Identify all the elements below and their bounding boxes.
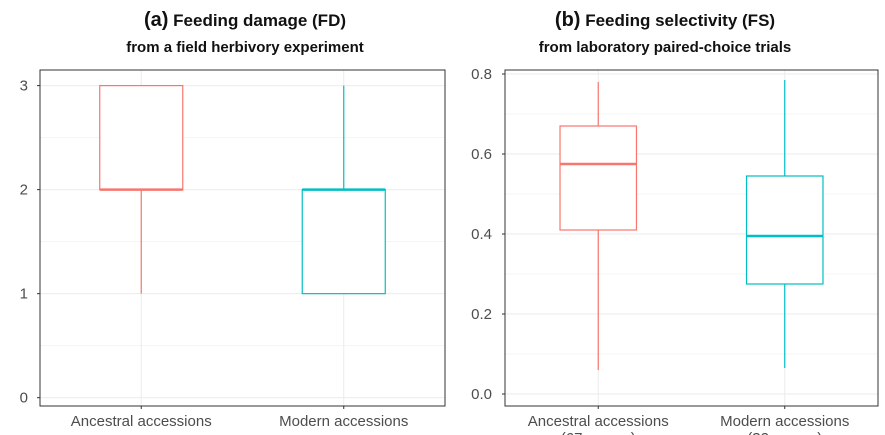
panel-b-title: (b) Feeding selectivity (FS) [450,10,880,31]
panel-border [39,69,446,407]
box-iqr [559,125,638,231]
y-tick-label: 0.0 [471,386,492,403]
y-tick-label: 2 [20,182,28,199]
panel-a-title: (a) Feeding damage (FD) [40,10,450,31]
x-category-label: Ancestral accessions [528,413,669,430]
y-tick-label: 0 [20,390,28,407]
x-category-label: Modern accessions [279,413,408,430]
panel-a-subtitle: from a field herbivory experiment [126,39,364,56]
box-iqr [99,85,184,191]
panel-b-subtitle: from laboratory paired-choice trials [538,39,792,56]
panel-border [504,69,879,407]
box-iqr [745,175,824,285]
y-tick-label: 1 [20,286,28,303]
panel-a-title-text: Feeding damage (FD) [173,11,347,30]
y-tick-label: 3 [20,78,28,95]
panel-b-title-text: Feeding selectivity (FS) [585,11,776,30]
panel-b-letter: (b) [554,9,581,31]
panel-a-letter: (a) [143,9,169,31]
x-category-label: Ancestral accessions [71,413,212,430]
y-tick-label: 0.6 [471,146,492,163]
box-iqr [301,189,386,295]
x-category-label: Modern accessions [720,413,849,430]
y-tick-label: 0.2 [471,306,492,323]
y-tick-label: 0.4 [471,226,492,243]
x-category-sublabel: (67 scores) [561,430,636,435]
x-category-sublabel: (32 scores) [747,430,822,435]
y-tick-label: 0.8 [471,66,492,83]
